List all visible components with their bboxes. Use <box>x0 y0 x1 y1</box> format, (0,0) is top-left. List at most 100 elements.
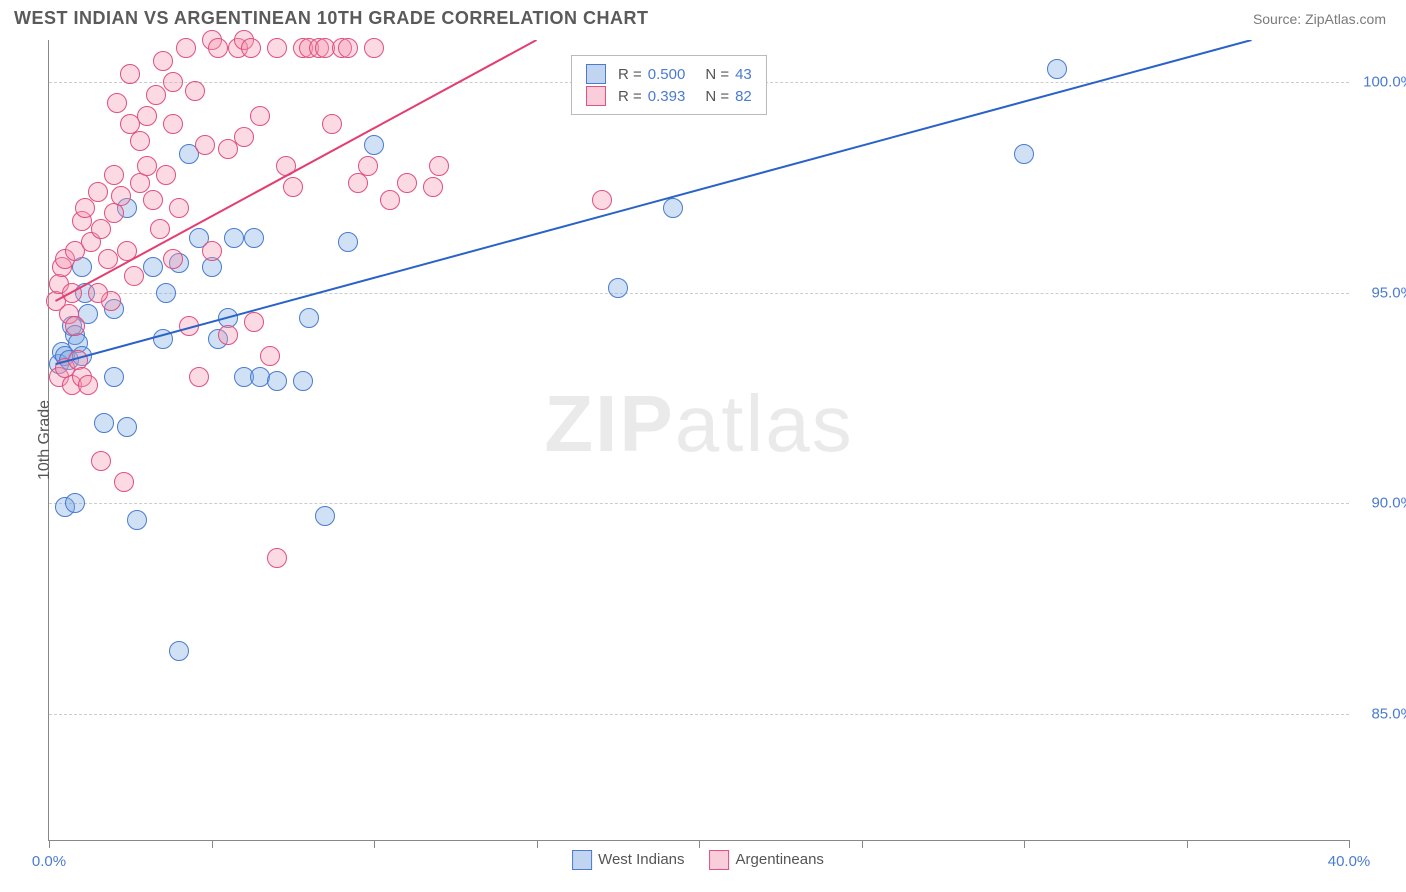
y-tick-label: 85.0% <box>1371 705 1406 722</box>
data-point <box>150 219 170 239</box>
data-point <box>163 114 183 134</box>
data-point <box>592 190 612 210</box>
data-point <box>65 316 85 336</box>
data-point <box>137 106 157 126</box>
data-point <box>1014 144 1034 164</box>
data-point <box>364 38 384 58</box>
x-tick <box>537 840 538 848</box>
x-tick <box>699 840 700 848</box>
data-point <box>88 283 108 303</box>
data-point <box>397 173 417 193</box>
data-point <box>91 219 111 239</box>
data-point <box>137 156 157 176</box>
legend-swatch <box>572 850 592 870</box>
data-point <box>358 156 378 176</box>
data-point <box>146 85 166 105</box>
data-point <box>62 283 82 303</box>
data-point <box>267 371 287 391</box>
data-point <box>283 177 303 197</box>
chart-source: Source: ZipAtlas.com <box>1253 11 1386 27</box>
legend-swatch <box>586 86 606 106</box>
data-point <box>322 114 342 134</box>
x-tick <box>49 840 50 848</box>
y-tick-label: 100.0% <box>1363 74 1406 91</box>
plot-area: 10th Grade ZIPatlas 85.0%90.0%95.0%100.0… <box>48 40 1349 841</box>
data-point <box>380 190 400 210</box>
data-point <box>94 413 114 433</box>
data-point <box>153 329 173 349</box>
data-point <box>244 228 264 248</box>
data-point <box>1047 59 1067 79</box>
x-tick <box>1187 840 1188 848</box>
x-tick-label: 0.0% <box>32 853 66 870</box>
data-point <box>111 186 131 206</box>
data-point <box>98 249 118 269</box>
watermark: ZIPatlas <box>544 378 853 470</box>
legend-swatch <box>586 64 606 84</box>
data-point <box>163 249 183 269</box>
data-point <box>104 367 124 387</box>
trend-lines <box>49 40 1349 840</box>
gridline-h <box>49 714 1349 715</box>
legend-item: Argentineans <box>710 850 824 870</box>
data-point <box>130 131 150 151</box>
data-point <box>299 308 319 328</box>
data-point <box>75 198 95 218</box>
data-point <box>218 325 238 345</box>
data-point <box>429 156 449 176</box>
data-point <box>169 641 189 661</box>
x-tick <box>1349 840 1350 848</box>
data-point <box>176 38 196 58</box>
data-point <box>169 198 189 218</box>
chart-title: WEST INDIAN VS ARGENTINEAN 10TH GRADE CO… <box>14 8 649 29</box>
legend-item: West Indians <box>572 850 684 870</box>
data-point <box>127 510 147 530</box>
x-tick <box>862 840 863 848</box>
data-point <box>208 38 228 58</box>
data-point <box>156 165 176 185</box>
data-point <box>107 93 127 113</box>
data-point <box>608 278 628 298</box>
data-point <box>104 165 124 185</box>
data-point <box>156 283 176 303</box>
data-point <box>189 367 209 387</box>
data-point <box>244 312 264 332</box>
data-point <box>338 232 358 252</box>
series-legend: West Indians Argentineans <box>572 850 824 870</box>
data-point <box>78 375 98 395</box>
stats-legend: R = 0.500N = 43R = 0.393N = 82 <box>571 55 767 115</box>
data-point <box>65 493 85 513</box>
data-point <box>117 241 137 261</box>
data-point <box>338 38 358 58</box>
y-tick-label: 95.0% <box>1371 284 1406 301</box>
data-point <box>120 64 140 84</box>
x-tick <box>212 840 213 848</box>
data-point <box>267 38 287 58</box>
data-point <box>315 506 335 526</box>
data-point <box>114 472 134 492</box>
data-point <box>143 190 163 210</box>
y-tick-label: 90.0% <box>1371 495 1406 512</box>
chart-header: WEST INDIAN VS ARGENTINEAN 10TH GRADE CO… <box>0 0 1406 33</box>
data-point <box>234 127 254 147</box>
data-point <box>163 72 183 92</box>
x-tick-label: 40.0% <box>1328 853 1371 870</box>
data-point <box>195 135 215 155</box>
data-point <box>224 228 244 248</box>
data-point <box>153 51 173 71</box>
stats-legend-row: R = 0.393N = 82 <box>586 86 752 106</box>
data-point <box>276 156 296 176</box>
x-tick <box>1024 840 1025 848</box>
x-tick <box>374 840 375 848</box>
stats-legend-row: R = 0.500N = 43 <box>586 64 752 84</box>
data-point <box>179 316 199 336</box>
data-point <box>124 266 144 286</box>
data-point <box>260 346 280 366</box>
data-point <box>202 241 222 261</box>
data-point <box>364 135 384 155</box>
data-point <box>250 106 270 126</box>
data-point <box>423 177 443 197</box>
data-point <box>663 198 683 218</box>
data-point <box>185 81 205 101</box>
data-point <box>117 417 137 437</box>
